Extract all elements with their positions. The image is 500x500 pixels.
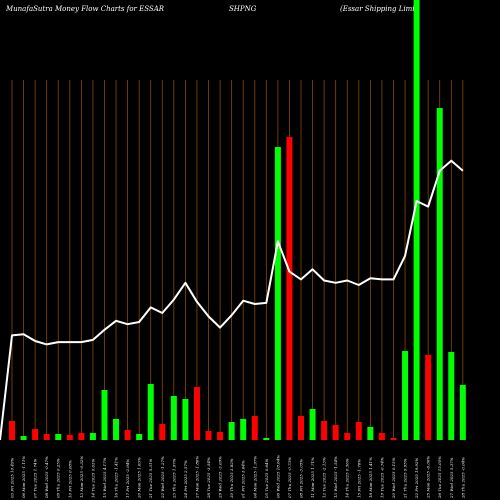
x-tick-label: 21 Tue 2025 5.31% [148,458,153,499]
bar-inflow [459,385,466,440]
bar-inflow [413,0,420,440]
money-flow-line [0,159,464,441]
bar-inflow [89,433,96,440]
bar-inflow [147,384,154,440]
bar-outflow [286,137,293,440]
chart-title-symbol: SHPNG [229,5,257,13]
x-tick-label: 30 Thu 2025 3.82% [229,458,234,498]
x-tick-label: 07 Thu 2025 -0.73% [287,457,292,498]
x-tick-label: 22 Wed 2025 -1.27% [160,456,165,499]
x-tick-label: 12 Tue 2025 -2.13% [322,457,327,498]
x-tick-label: 20 Wed 2025 0.15% [391,457,396,499]
x-tick-label: 11 Mon 2025 1.71% [310,457,315,498]
x-tick-label: 18 Mon 2025 1.41% [368,457,373,498]
bar-inflow [274,147,281,440]
x-tick-label: 08 Wed 2025 -0.47% [44,456,49,498]
bar-inflow [101,390,108,440]
x-tick-label: 05 Tue 2025 0.64% [264,458,269,498]
bar-outflow [9,421,15,440]
chart-title-company: (Essar Shipping Limi [340,5,415,13]
x-tick-label: 28 Thu 2025 -0.04% [460,457,465,499]
bar-outflow [205,431,212,440]
x-tick-label: 24 Fri 2025 2.57% [183,460,188,499]
bar-outflow [66,435,73,440]
x-tick-label: 08 Fri 2025 -3.05% [299,459,304,498]
bar-outflow [32,429,39,440]
x-tick-label: 06 Wed 2025 18.64% [275,455,280,498]
x-tick-label: 22 Fri 2025 19.92% [414,457,419,499]
bar-inflow [436,108,443,440]
bar-outflow [425,355,432,440]
bar-inflow [20,436,27,440]
bar-inflow [402,351,409,440]
x-tick-label: 15 Wed 2025 4.17% [102,457,107,498]
bar-inflow [367,427,374,440]
bar-outflow [217,432,224,440]
x-tick-label: 28 Tue 2025 -3.54% [206,457,211,499]
x-tick-label: 16 Thu 2025 -1.41% [114,457,119,498]
bar-inflow [136,434,143,440]
x-tick-label: 03 Fri 2025 10.49% [10,457,15,498]
x-tick-label: 15 Fri 2025 -1.76% [356,459,361,498]
x-tick-labels: 03 Fri 2025 10.49% 06 Mon 2025 -1.11% 07 T… [10,455,466,499]
x-tick-label: 27 Mon 2025 -1.86% [194,456,199,499]
x-tick-label: 17 Fri 2025 -2.94% [125,459,130,498]
x-tick-label: 29 Wed 2025 -3.09% [218,456,223,499]
bars [9,0,466,440]
x-tick-label: 07 Tue 2025 1.74% [33,458,38,498]
chart-title-left: MunafaSutra Money Flow Charts for ESSAR [5,5,165,13]
bar-inflow [182,399,189,440]
x-tick-label: 04 Mon 2025 -1.97% [252,456,257,498]
bar-inflow [170,396,177,440]
bar-inflow [228,422,235,440]
bar-inflow [240,419,247,440]
bar-outflow [78,433,85,440]
x-tick-label: 14 Thu 2025 0.56% [345,458,350,498]
bar-outflow [355,422,362,440]
x-tick-label: 09 Thu 2025 0.25% [56,458,61,498]
x-tick-label: 23 Thu 2025 1.97% [171,458,176,499]
bar-outflow [159,424,166,440]
bar-outflow [124,430,131,440]
bar-outflow [332,425,339,440]
x-tick-label: 10 Fri 2025 0.08% [67,460,72,498]
x-tick-label: 13 Wed 2025 -1.54% [333,456,338,498]
bar-outflow [193,387,200,440]
bar-outflow [251,416,258,440]
bar-outflow [378,433,385,440]
bar-outflow [43,434,50,440]
x-tick-label: 21 Thu 2025 9.95% [403,458,408,499]
x-tick-label: 26 Tue 2025 15.00% [437,456,442,499]
x-tick-label: 14 Tue 2025 0.63% [90,458,95,498]
x-tick-label: 19 Tue 2025 -0.74% [379,457,384,498]
bar-inflow [263,438,270,440]
bar-inflow [113,419,120,440]
bar-outflow [390,438,397,440]
bar-outflow [298,416,304,440]
bar-outflow [344,433,351,440]
bar-inflow [448,352,455,440]
x-tick-label: 13 Mon 2025 -0.32% [79,456,84,498]
x-tick-label: 27 Wed 2025 5.37% [449,457,454,499]
x-tick-label: 06 Mon 2025 -1.11% [21,456,26,498]
bar-inflow [309,409,316,440]
x-tick-label: 25 Mon 2025 -6.06% [426,456,431,499]
x-tick-label: 01 Fri 2025 3.64% [241,460,246,498]
bar-inflow [55,434,62,440]
bar-outflow [321,421,328,440]
x-tick-label: 20 Mon 2025 1.63% [137,457,142,499]
